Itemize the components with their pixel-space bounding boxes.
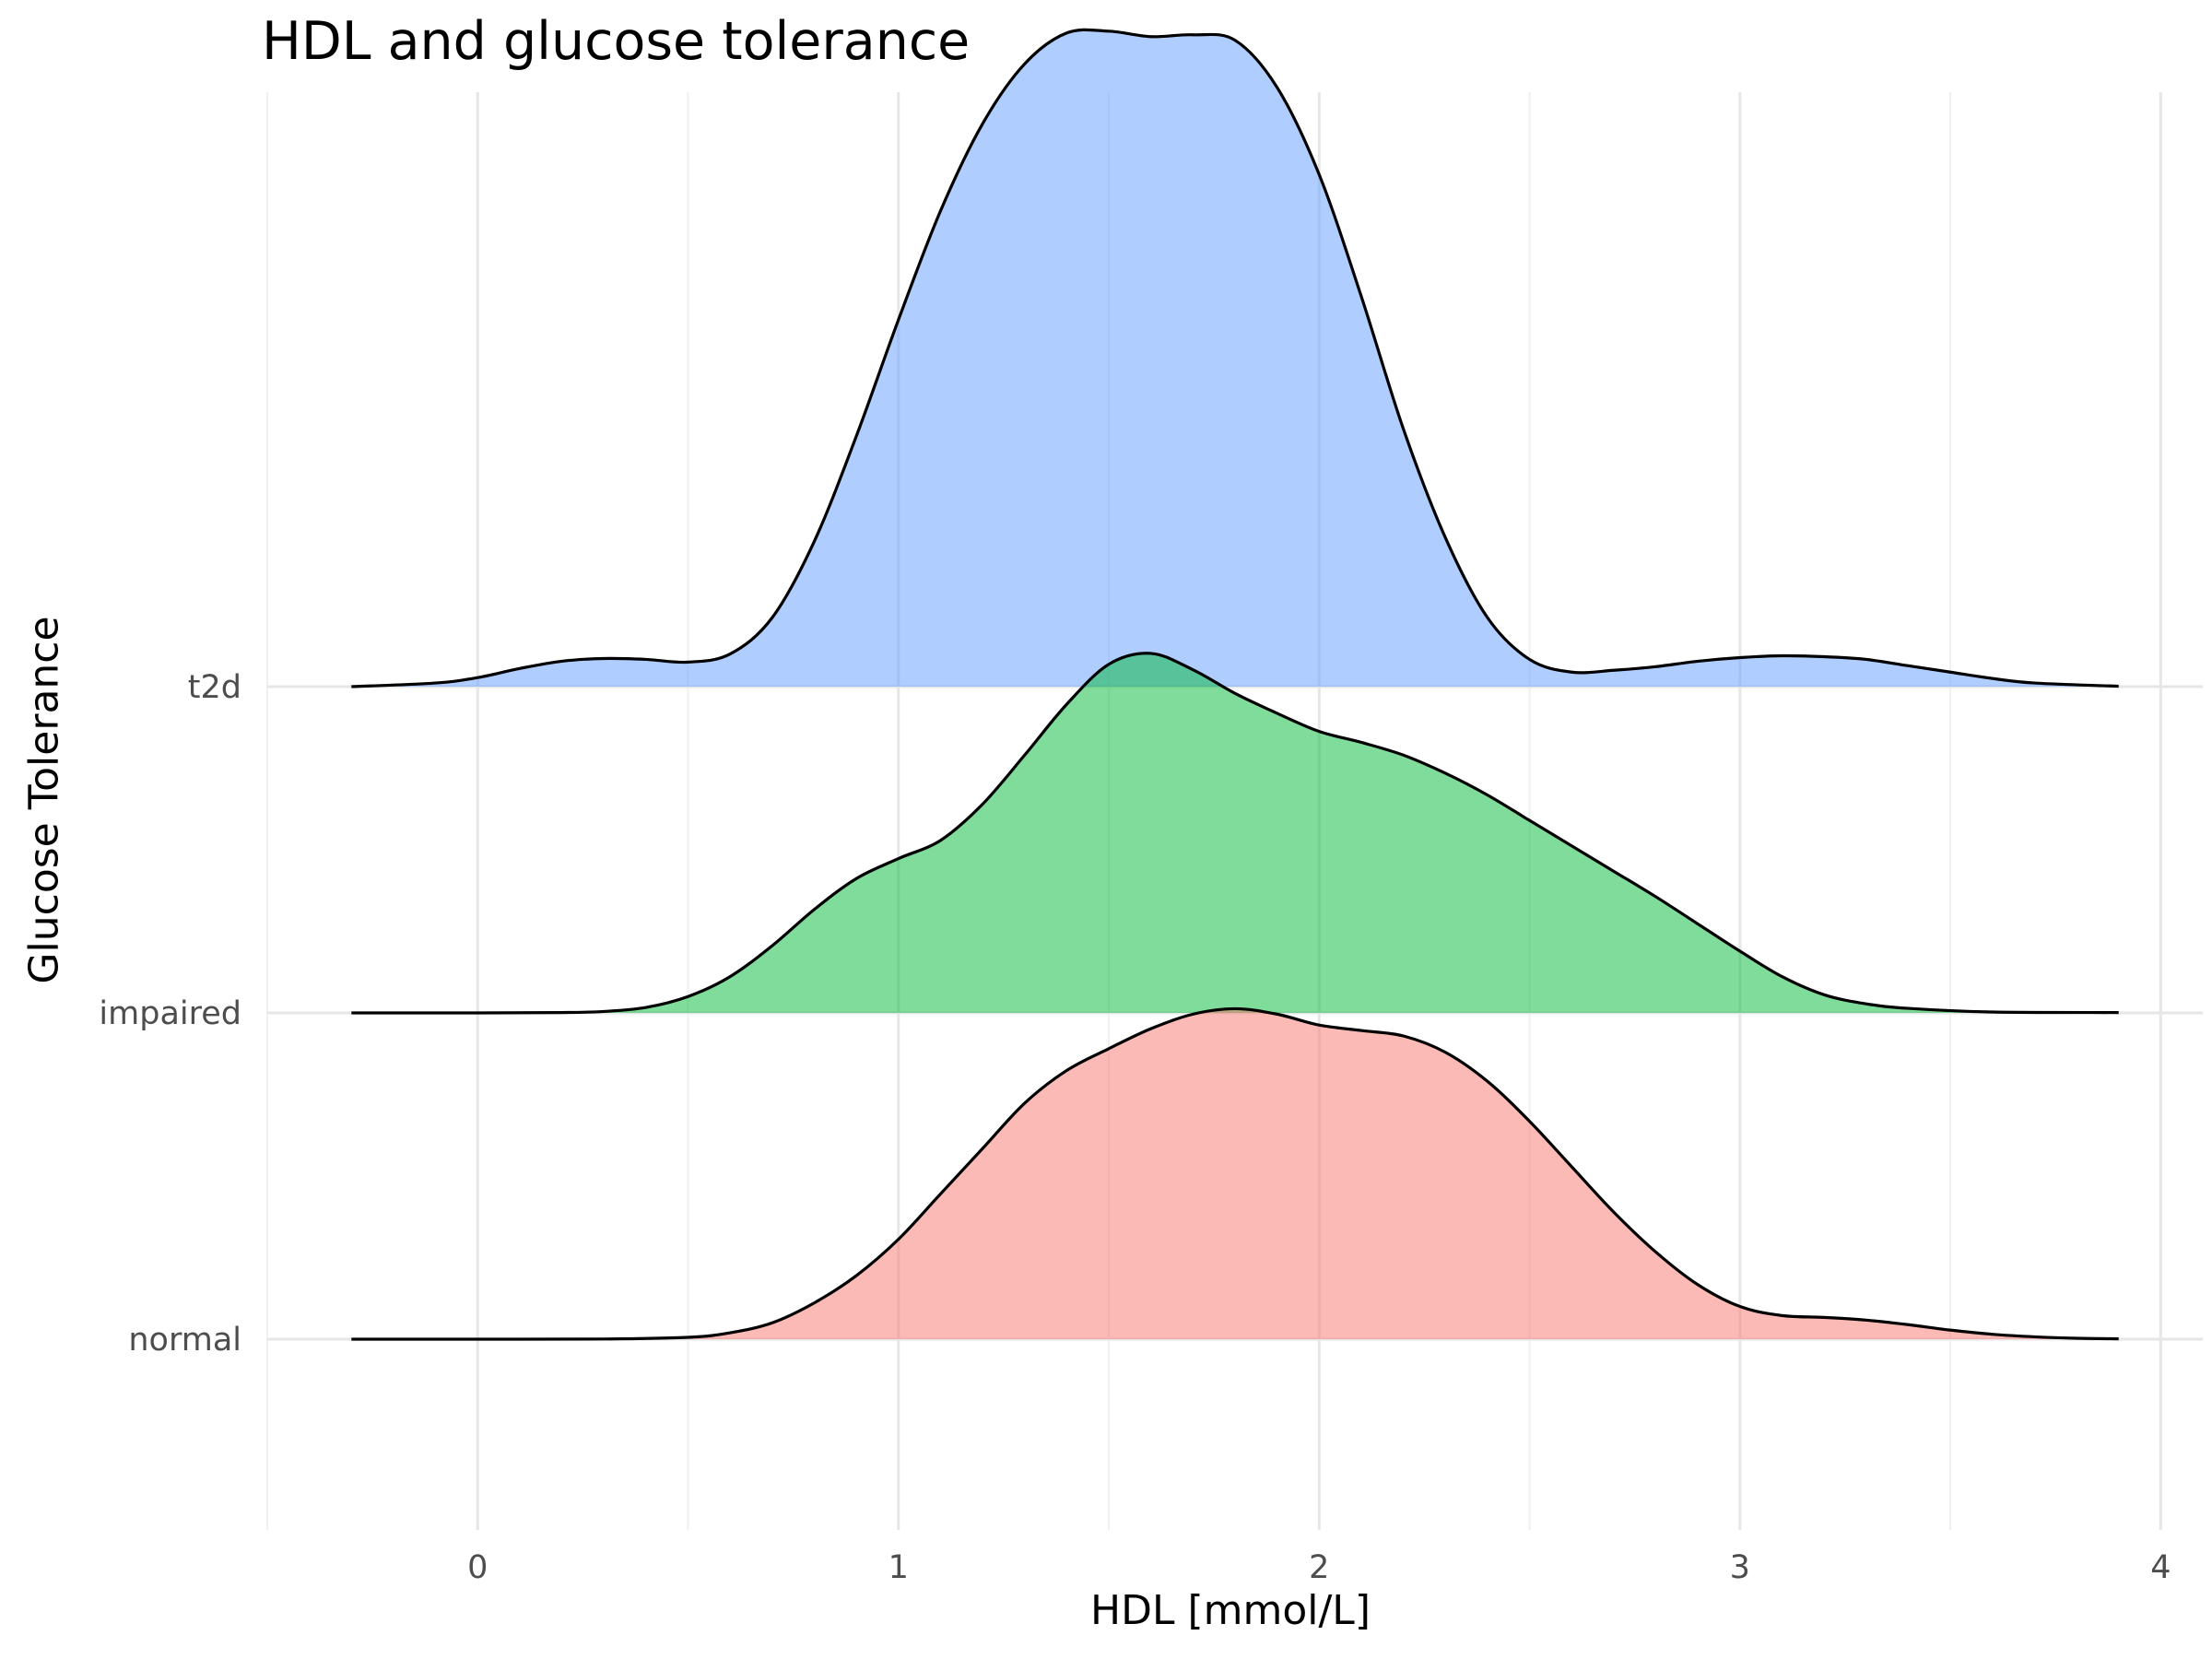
- y-tick-label: impaired: [99, 995, 241, 1032]
- x-tick-label: 1: [888, 1549, 909, 1586]
- y-tick-label: t2d: [188, 669, 241, 706]
- y-tick-label: normal: [128, 1322, 241, 1359]
- ridge-fill-t2d: [351, 29, 2119, 687]
- x-tick-label: 4: [2150, 1549, 2171, 1586]
- x-tick-label: 0: [467, 1549, 488, 1586]
- ridges: [351, 28, 2119, 1341]
- tick-labels: 0 1 2 3 4 normal impaired t2d: [99, 669, 2171, 1586]
- x-tick-label: 3: [1730, 1549, 1750, 1586]
- ridge-fill-normal: [351, 1008, 2119, 1340]
- x-axis-title: HDL [mmol/L]: [1089, 1587, 1371, 1634]
- x-tick-label: 2: [1309, 1549, 1329, 1586]
- ridge-line-impaired: [351, 652, 2119, 1015]
- ridge-line-t2d: [351, 28, 2119, 688]
- chart-title: HDL and glucose tolerance: [262, 11, 971, 72]
- ridge-fill-impaired: [351, 653, 2119, 1014]
- ridge-line-normal: [351, 1006, 2119, 1341]
